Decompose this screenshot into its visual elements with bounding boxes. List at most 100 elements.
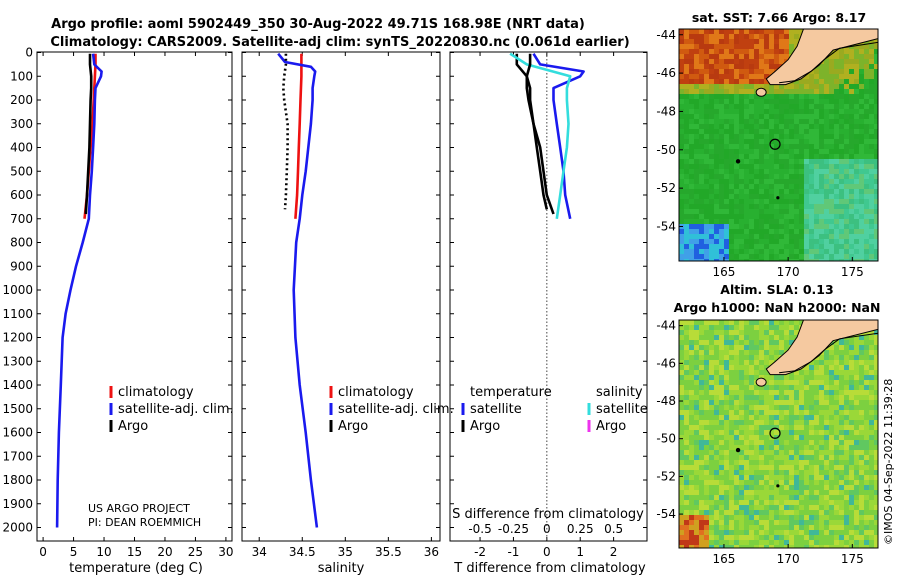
map-cell bbox=[759, 335, 764, 340]
map-cell bbox=[754, 450, 759, 455]
map-cell bbox=[689, 79, 694, 84]
map-cell bbox=[719, 114, 724, 119]
map-cell bbox=[799, 425, 804, 430]
map-cell bbox=[864, 545, 869, 548]
map-cell bbox=[684, 505, 689, 510]
map-cell bbox=[809, 540, 814, 545]
map-cell bbox=[734, 139, 739, 144]
sla-map-title-line1: Altim. SLA: 0.13 bbox=[720, 282, 833, 297]
map-cell bbox=[794, 430, 799, 435]
map-cell bbox=[829, 510, 834, 515]
map-cell bbox=[819, 400, 824, 405]
map-cell bbox=[779, 325, 784, 330]
map-cell bbox=[684, 325, 689, 330]
map-cell bbox=[774, 139, 779, 144]
map-cell bbox=[699, 380, 704, 385]
map-cell bbox=[874, 530, 878, 535]
map-cell bbox=[869, 335, 874, 340]
map-cell bbox=[734, 84, 739, 89]
map-cell bbox=[824, 375, 829, 380]
map-cell bbox=[809, 254, 814, 259]
map-cell bbox=[829, 179, 834, 184]
map-cell bbox=[774, 129, 779, 134]
map-cell bbox=[694, 320, 699, 325]
map-cell bbox=[779, 345, 784, 350]
map-cell bbox=[704, 355, 709, 360]
map-cell bbox=[864, 44, 869, 49]
map-cell bbox=[704, 520, 709, 525]
map-cell bbox=[704, 405, 709, 410]
map-cell bbox=[754, 119, 759, 124]
map-cell bbox=[694, 535, 699, 540]
map-cell bbox=[854, 470, 859, 475]
map-cell bbox=[739, 500, 744, 505]
map-cell bbox=[769, 174, 774, 179]
map-cell bbox=[829, 139, 834, 144]
map-cell bbox=[829, 360, 834, 365]
map-cell bbox=[754, 164, 759, 169]
map-cell bbox=[714, 229, 719, 234]
map-cell bbox=[694, 174, 699, 179]
map-cell bbox=[864, 345, 869, 350]
map-cell bbox=[774, 114, 779, 119]
map-cell bbox=[839, 385, 844, 390]
map-cell bbox=[734, 29, 739, 34]
legend-label-argo: Argo bbox=[118, 419, 148, 434]
map-cell bbox=[739, 335, 744, 340]
map-cell bbox=[759, 144, 764, 149]
map-cell bbox=[709, 455, 714, 460]
map-cell bbox=[699, 490, 704, 495]
salinity-panel: 34 34.5 35 35.5 36 bbox=[241, 51, 441, 559]
map-cell bbox=[729, 224, 734, 229]
map-cell bbox=[859, 244, 864, 249]
map-cell bbox=[819, 154, 824, 159]
map-cell bbox=[854, 49, 859, 54]
series-line-t-satellite-clim bbox=[532, 53, 585, 220]
map-cell bbox=[864, 244, 869, 249]
map-cell bbox=[874, 510, 878, 515]
map-cell bbox=[864, 390, 869, 395]
map-cell bbox=[809, 199, 814, 204]
map-cell bbox=[824, 395, 829, 400]
map-cell bbox=[709, 129, 714, 134]
map-cell bbox=[689, 530, 694, 535]
map-cell bbox=[744, 380, 749, 385]
map-cell bbox=[844, 430, 849, 435]
map-cell bbox=[824, 239, 829, 244]
map-cell bbox=[774, 330, 779, 335]
map-cell bbox=[694, 405, 699, 410]
map-cell bbox=[764, 520, 769, 525]
map-cell bbox=[729, 29, 734, 34]
map-cell bbox=[684, 340, 689, 345]
map-cell bbox=[869, 204, 874, 209]
map-cell bbox=[724, 94, 729, 99]
map-cell bbox=[749, 540, 754, 545]
map-cell bbox=[694, 445, 699, 450]
map-cell bbox=[814, 129, 819, 134]
map-cell bbox=[809, 440, 814, 445]
map-cell bbox=[749, 370, 754, 375]
map-cell bbox=[684, 410, 689, 415]
map-cell bbox=[874, 455, 878, 460]
map-cell bbox=[819, 490, 824, 495]
map-cell bbox=[739, 139, 744, 144]
map-cell bbox=[709, 254, 714, 259]
map-cell bbox=[779, 169, 784, 174]
map-cell bbox=[679, 119, 684, 124]
map-cell bbox=[864, 104, 869, 109]
map-cell bbox=[749, 99, 754, 104]
map-cell bbox=[744, 74, 749, 79]
map-cell bbox=[849, 54, 854, 59]
map-cell bbox=[714, 385, 719, 390]
map-cell bbox=[699, 194, 704, 199]
y-tick-label: 1300 bbox=[2, 354, 33, 368]
map-cell bbox=[739, 84, 744, 89]
map-cell bbox=[724, 490, 729, 495]
map-cell bbox=[774, 119, 779, 124]
map-cell bbox=[699, 219, 704, 224]
map-cell bbox=[789, 320, 794, 325]
map-cell bbox=[829, 455, 834, 460]
map-cell bbox=[814, 139, 819, 144]
map-cell bbox=[824, 490, 829, 495]
map-cell bbox=[754, 179, 759, 184]
